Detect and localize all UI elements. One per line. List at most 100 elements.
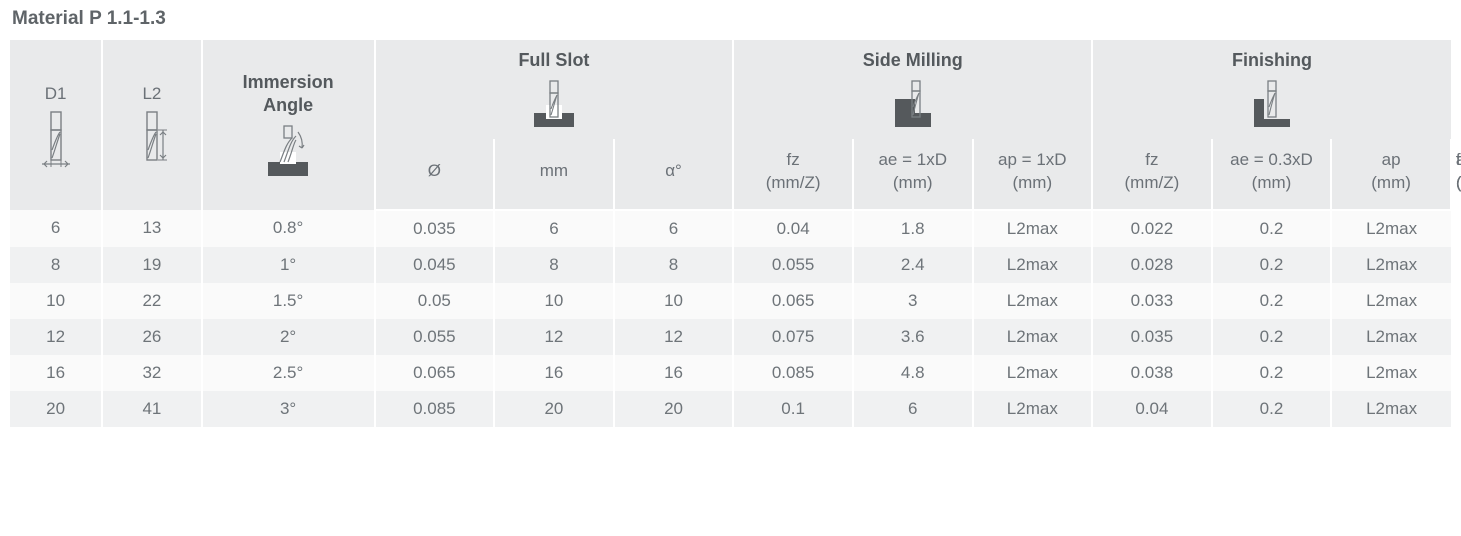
- cell-fs-ae: 8: [494, 247, 614, 283]
- cell-fs-ap: 6: [614, 210, 734, 247]
- cell-sm-fz: 0.075: [733, 319, 853, 355]
- side-milling-icon: [738, 79, 1087, 131]
- cell-fn-ap: L2max: [1331, 319, 1451, 355]
- cell-fn-ae: 0.2: [1212, 391, 1332, 427]
- cell-sm-ae: 4.8: [853, 355, 973, 391]
- cell-sm-ap: L2max: [973, 210, 1093, 247]
- cell-sm-ae: 6: [853, 391, 973, 427]
- unit-fs-ae: ae = 1xD(mm): [853, 139, 973, 210]
- side-milling-title: Side Milling: [738, 50, 1087, 71]
- d1-icon: [14, 110, 97, 168]
- cell-sm-ae: 3.6: [853, 319, 973, 355]
- cell-sm-fz: 0.055: [733, 247, 853, 283]
- group-header-side-milling: Side Milling: [733, 40, 1092, 139]
- cell-fs-fz: 0.055: [375, 319, 495, 355]
- cell-fn-fz: 0.038: [1092, 355, 1212, 391]
- cell-fs-fz: 0.045: [375, 247, 495, 283]
- cell-fs-ae: 12: [494, 319, 614, 355]
- cell-fs-ap: 20: [614, 391, 734, 427]
- unit-alpha: α°: [614, 139, 734, 210]
- cell-sm-ap: L2max: [973, 355, 1093, 391]
- cell-fs-ae: 20: [494, 391, 614, 427]
- immersion-label-2: Angle: [207, 95, 370, 116]
- group-header-full-slot: Full Slot: [375, 40, 734, 139]
- cell-fs-fz: 0.085: [375, 391, 495, 427]
- unit-sm-ae: ae = 0.3xD(mm): [1212, 139, 1332, 210]
- cell-fn-ae: 0.2: [1212, 355, 1332, 391]
- full-slot-title: Full Slot: [380, 50, 729, 71]
- cell-sm-fz: 0.085: [733, 355, 853, 391]
- header-row-icons: D1 L2: [10, 40, 1451, 139]
- table-row: 6 13 0.8° 0.035 6 6 0.04 1.8 L2max 0.022…: [10, 210, 1451, 247]
- cell-fs-ae: 16: [494, 355, 614, 391]
- cell-sm-ap: L2max: [973, 283, 1093, 319]
- cell-fn-ae: 0.2: [1212, 319, 1332, 355]
- unit-fs-ap: ap = 1xD(mm): [973, 139, 1093, 210]
- finishing-title: Finishing: [1097, 50, 1447, 71]
- cell-sm-ae: 1.8: [853, 210, 973, 247]
- cell-sm-fz: 0.065: [733, 283, 853, 319]
- cell-d1: 20: [10, 391, 102, 427]
- immersion-icon: [207, 122, 370, 180]
- cell-fn-ae: 0.2: [1212, 210, 1332, 247]
- col-header-immersion: Immersion Angle: [202, 40, 375, 210]
- cell-l2: 26: [102, 319, 201, 355]
- col-header-l2: L2: [102, 40, 201, 210]
- cell-fs-ap: 16: [614, 355, 734, 391]
- cell-alpha: 1.5°: [202, 283, 375, 319]
- table-row: 10 22 1.5° 0.05 10 10 0.065 3 L2max 0.03…: [10, 283, 1451, 319]
- cell-fn-ap: L2max: [1331, 355, 1451, 391]
- cell-fs-ap: 10: [614, 283, 734, 319]
- table-row: 16 32 2.5° 0.065 16 16 0.085 4.8 L2max 0…: [10, 355, 1451, 391]
- cell-fn-fz: 0.033: [1092, 283, 1212, 319]
- cell-sm-ap: L2max: [973, 247, 1093, 283]
- cell-fn-ae: 0.2: [1212, 247, 1332, 283]
- table-body: 6 13 0.8° 0.035 6 6 0.04 1.8 L2max 0.022…: [10, 210, 1451, 427]
- l2-icon: [107, 110, 196, 168]
- cell-sm-fz: 0.1: [733, 391, 853, 427]
- table-row: 8 19 1° 0.045 8 8 0.055 2.4 L2max 0.028 …: [10, 247, 1451, 283]
- unit-l2: mm: [494, 139, 614, 210]
- cell-sm-ap: L2max: [973, 319, 1093, 355]
- unit-d1: Ø: [375, 139, 495, 210]
- cell-fs-fz: 0.035: [375, 210, 495, 247]
- cell-d1: 16: [10, 355, 102, 391]
- cell-alpha: 2°: [202, 319, 375, 355]
- cell-fn-ae: 0.2: [1212, 283, 1332, 319]
- table-row: 20 41 3° 0.085 20 20 0.1 6 L2max 0.04 0.…: [10, 391, 1451, 427]
- finishing-icon: [1097, 79, 1447, 131]
- cell-alpha: 1°: [202, 247, 375, 283]
- d1-label: D1: [14, 84, 97, 104]
- cell-fn-ap: L2max: [1331, 391, 1451, 427]
- cell-fn-fz: 0.022: [1092, 210, 1212, 247]
- cell-fs-ap: 8: [614, 247, 734, 283]
- cell-fn-fz: 0.035: [1092, 319, 1212, 355]
- cell-sm-fz: 0.04: [733, 210, 853, 247]
- table-row: 12 26 2° 0.055 12 12 0.075 3.6 L2max 0.0…: [10, 319, 1451, 355]
- cell-d1: 12: [10, 319, 102, 355]
- cell-d1: 6: [10, 210, 102, 247]
- cell-fn-ap: L2max: [1331, 210, 1451, 247]
- immersion-label-1: Immersion: [207, 72, 370, 93]
- cutting-data-table: D1 L2: [10, 40, 1451, 427]
- cell-l2: 22: [102, 283, 201, 319]
- cell-alpha: 0.8°: [202, 210, 375, 247]
- cell-sm-ae: 2.4: [853, 247, 973, 283]
- cell-fn-fz: 0.04: [1092, 391, 1212, 427]
- cell-sm-ap: L2max: [973, 391, 1093, 427]
- cell-fs-fz: 0.065: [375, 355, 495, 391]
- cell-l2: 41: [102, 391, 201, 427]
- group-header-finishing: Finishing: [1092, 40, 1451, 139]
- col-header-d1: D1: [10, 40, 102, 210]
- cell-fs-ae: 6: [494, 210, 614, 247]
- cell-l2: 13: [102, 210, 201, 247]
- cell-fn-ap: L2max: [1331, 283, 1451, 319]
- cell-l2: 19: [102, 247, 201, 283]
- cell-d1: 10: [10, 283, 102, 319]
- cell-d1: 8: [10, 247, 102, 283]
- cell-fs-fz: 0.05: [375, 283, 495, 319]
- full-slot-icon: [380, 79, 729, 131]
- cell-fn-ap: L2max: [1331, 247, 1451, 283]
- l2-label: L2: [107, 84, 196, 104]
- unit-sm-fz: fz(mm/Z): [1092, 139, 1212, 210]
